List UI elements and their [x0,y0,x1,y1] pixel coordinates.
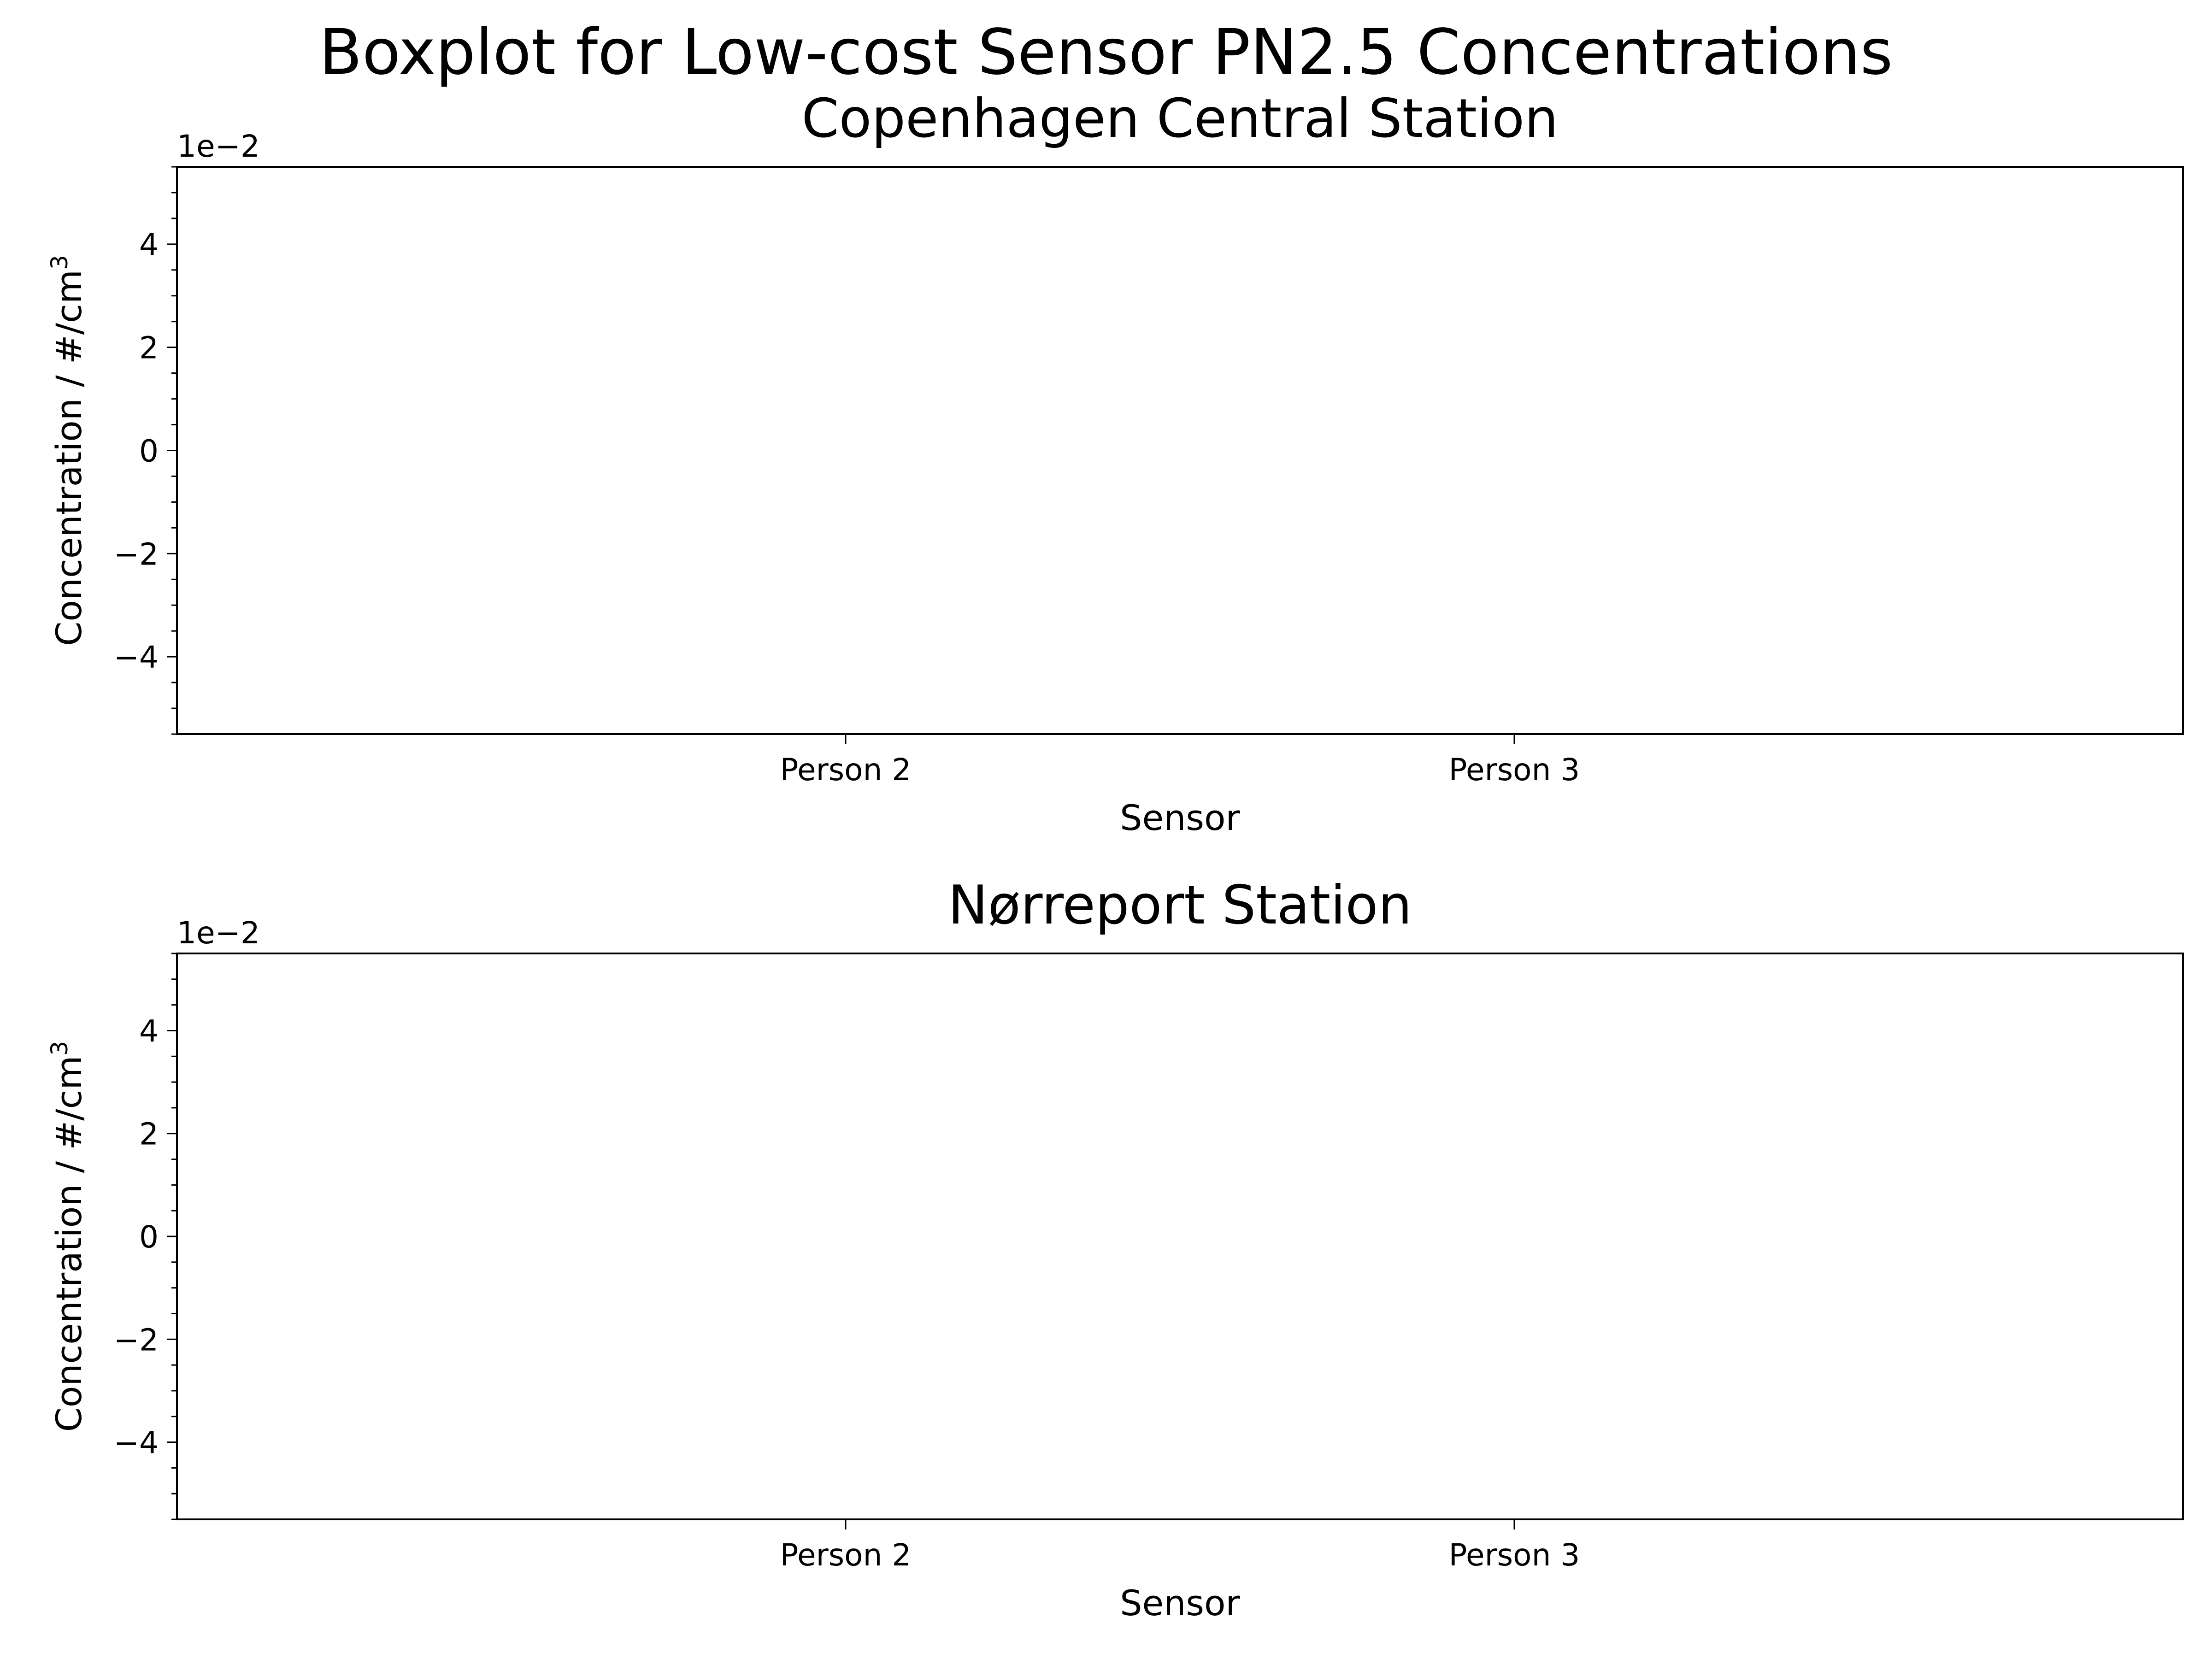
y-tick-label: 2 [139,1117,159,1152]
y-tick-label: 4 [139,1013,159,1049]
x-tick-label: Person 3 [1449,752,1580,788]
y-tick-label: −2 [114,536,159,572]
x-axis-label: Sensor [1120,797,1240,838]
figure-title: Boxplot for Low-cost Sensor PN2.5 Concen… [319,16,1893,89]
axes-frame [176,953,2184,1520]
y-axis-label: Concentration / #/cm3 [46,255,89,646]
y-offset-label: 1e−2 [177,129,260,164]
y-axis-label: Concentration / #/cm3 [46,1041,89,1432]
y-axis-label-superscript: 3 [46,1041,73,1056]
subplots: Copenhagen Central Station −4 −2 0 2 4 1e−2 Per… [46,88,2184,1624]
y-tick-label: 0 [139,434,159,469]
y-axis-label-superscript: 3 [46,255,73,270]
y-axis-label-text: Concentration / #/cm [48,270,89,646]
y-tick-label: 2 [139,330,159,366]
subplot-title: Copenhagen Central Station [801,88,1558,150]
axes-frame [176,166,2184,735]
y-tick-label: −4 [114,640,159,675]
x-tick-label: Person 2 [780,752,912,788]
subplot-title: Nørreport Station [948,874,1412,936]
subplot-1: Copenhagen Central Station −4 −2 0 2 4 1e−2 Per… [46,88,2184,838]
y-axis-label-text: Concentration / #/cm [48,1056,89,1432]
x-axis-label: Sensor [1120,1583,1240,1624]
y-tick-label: −4 [114,1425,159,1461]
x-tick-label: Person 2 [780,1537,912,1573]
y-tick-label: 4 [139,227,159,263]
x-tick-label: Person 3 [1449,1537,1580,1573]
y-offset-label: 1e−2 [177,915,260,951]
y-tick-label: 0 [139,1219,159,1255]
subplot-2: Nørreport Station −4 −2 0 2 4 1e−2 Person 2 Pers… [46,874,2184,1624]
y-tick-label: −2 [114,1322,159,1358]
